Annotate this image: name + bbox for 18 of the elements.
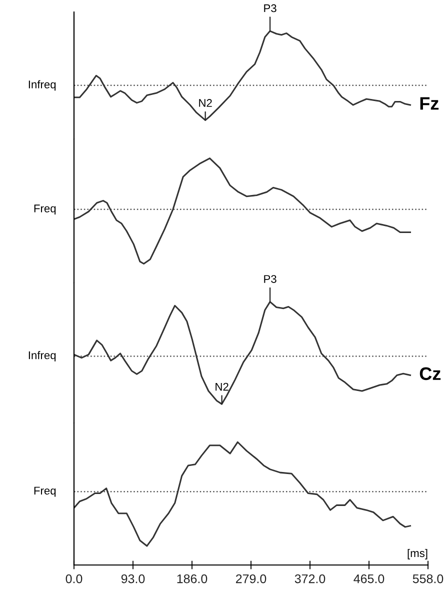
annotation: Fz: [420, 97, 439, 110]
annotation: Cz: [420, 367, 441, 380]
series-label: Infreq: [28, 80, 56, 91]
x-tick-label: 372.0: [294, 574, 326, 584]
x-tick-label: 558.0: [412, 574, 444, 584]
x-tick-label: 465.0: [354, 574, 384, 584]
annotation: N2: [199, 99, 212, 107]
x-tick-label: 279.0: [236, 574, 266, 584]
series-label: Freq: [34, 486, 56, 497]
annotation: P3: [264, 275, 276, 283]
annotation: N2: [216, 382, 228, 391]
series-label: Freq: [34, 204, 56, 215]
x-tick-label: 186.0: [177, 574, 208, 584]
x-axis-title: [ms]: [408, 548, 428, 560]
annotation: P3: [264, 4, 276, 12]
series-label: Infreq: [28, 351, 56, 362]
x-tick-label: 93.0: [121, 574, 145, 584]
x-tick-label: 0.0: [66, 574, 82, 584]
